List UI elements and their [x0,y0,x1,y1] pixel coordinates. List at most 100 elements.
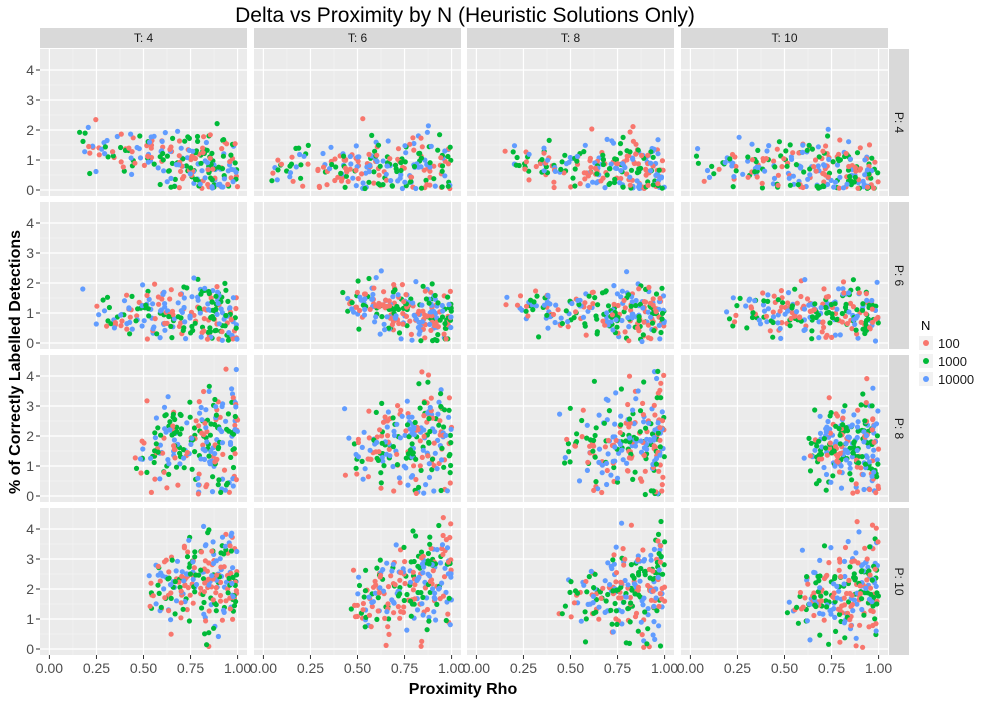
scatter-point [830,473,836,479]
scatter-point [799,547,806,553]
scatter-point [185,585,191,591]
scatter-point [440,532,446,539]
scatter-point [815,589,821,595]
scatter-point [633,151,639,157]
scatter-point [426,474,433,480]
scatter-point [201,523,207,530]
scatter-point [410,528,416,534]
scatter-point [511,143,518,149]
scatter-point [836,286,842,292]
scatter-point [407,141,413,147]
scatter-point [854,447,860,453]
scatter-point [659,310,666,316]
scatter-point [809,314,816,320]
scatter-point [823,471,830,478]
scatter-point [619,621,625,627]
scatter-point [816,578,822,584]
scatter-point [215,300,221,306]
scatter-point [821,464,827,471]
scatter-point [826,560,832,566]
scatter-point [399,413,405,419]
scatter-point [366,179,372,185]
scatter-point [801,169,807,175]
scatter-point [862,418,868,424]
scatter-point [869,522,876,528]
scatter-point [837,441,843,447]
scatter-point [659,158,666,164]
scatter-point [194,133,201,140]
scatter-point [375,142,382,148]
scatter-point [832,179,839,185]
scatter-point [389,568,395,574]
scatter-point [169,557,175,563]
scatter-point [869,577,875,583]
scatter-point [653,455,660,462]
scatter-point [219,617,225,623]
scatter-point [538,160,544,167]
scatter-point [168,323,174,329]
scatter-point [411,140,417,147]
scatter-point [854,519,860,525]
scatter-point [809,336,815,342]
scatter-point [161,168,167,174]
scatter-point [849,477,855,483]
scatter-point [797,593,803,600]
scatter-point [823,487,829,493]
scatter-point [191,275,197,281]
scatter-point [526,177,532,183]
scatter-point [613,579,619,585]
scatter-point [830,159,836,165]
scatter-point [376,590,382,596]
scatter-point [402,432,408,438]
scatter-point [432,292,438,299]
scatter-point [218,489,224,495]
scatter-point [414,607,421,613]
scatter-point [129,171,135,177]
scatter-point [623,640,629,646]
scatter-point [196,471,202,477]
scatter-point [849,422,855,428]
scatter-point [202,285,208,291]
scatter-point [187,399,193,405]
scatter-point [865,184,871,190]
scatter-point [648,557,654,563]
scatter-point [420,594,426,601]
scatter-point [730,295,736,301]
panel-points [503,269,667,345]
scatter-point [233,305,239,312]
scatter-point [869,297,875,304]
scatter-point [215,482,221,488]
scatter-point [836,426,842,432]
scatter-point [816,456,822,462]
scatter-point [392,287,398,293]
scatter-point [403,292,409,298]
scatter-point [204,160,211,166]
scatter-point [625,315,631,321]
scatter-point [657,425,663,431]
scatter-point [552,319,558,326]
scatter-point [233,325,239,331]
scatter-point [522,166,528,172]
scatter-point [212,328,218,334]
scatter-point [600,585,606,591]
facet-strip-row [889,49,909,196]
scatter-point [657,547,663,553]
scatter-point [618,413,624,419]
scatter-point [776,139,783,145]
scatter-point [874,474,880,480]
scatter-point [555,307,561,313]
scatter-point [604,467,610,474]
scatter-point [647,575,653,581]
scatter-point [138,470,144,476]
scatter-point [847,471,853,477]
scatter-point [102,144,108,150]
scatter-point [656,603,662,610]
x-tick-label: 0.00 [250,660,277,676]
scatter-point [541,302,548,308]
scatter-point [612,421,618,427]
scatter-point [840,408,847,414]
scatter-point [90,143,96,149]
scatter-point [823,143,829,149]
scatter-point [396,330,403,336]
scatter-point [657,591,663,597]
